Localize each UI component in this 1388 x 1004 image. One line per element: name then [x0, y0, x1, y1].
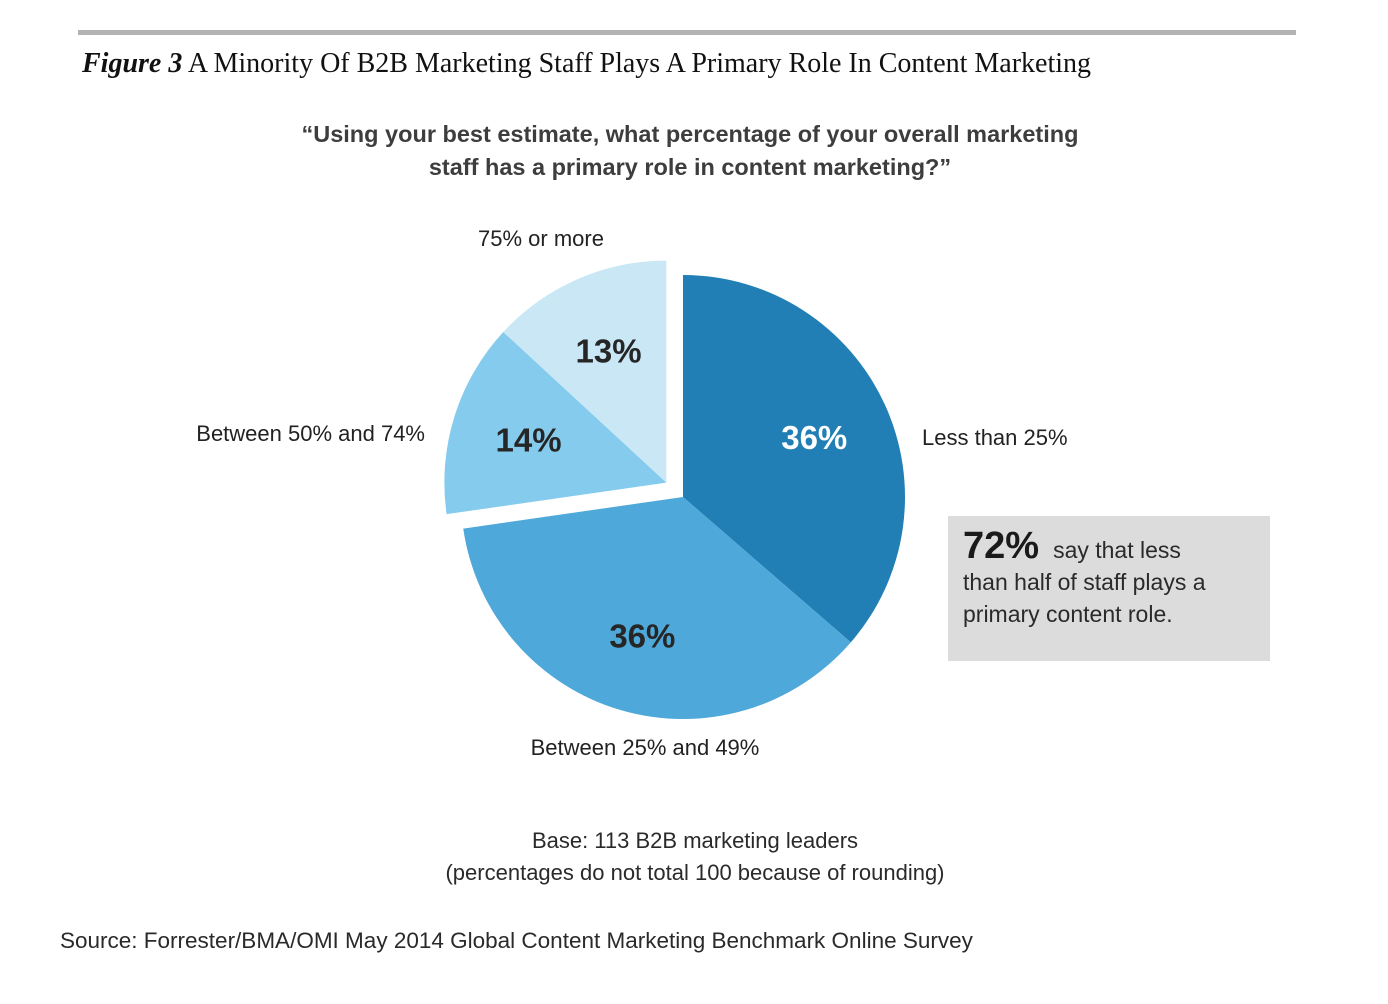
top-rule — [78, 30, 1296, 35]
figure-label: Figure 3 — [82, 48, 183, 79]
callout-box: 72% say that less than half of staff play… — [948, 516, 1270, 661]
figure-title: Figure 3 A Minority Of B2B Marketing Sta… — [82, 48, 1091, 80]
callout-line-1: say that less — [1053, 537, 1181, 563]
callout-line-3: primary content role. — [963, 601, 1173, 627]
callout-line-2: than half of staff plays a — [963, 569, 1206, 595]
value-label-75-or-more: 13% — [575, 332, 641, 369]
base-note: Base: 113 B2B marketing leaders (percent… — [300, 825, 1090, 889]
base-line-2: (percentages do not total 100 because of… — [445, 860, 945, 885]
pie-slice-between-50-and-74 — [444, 331, 667, 515]
value-label-between-25-and-49: 36% — [609, 617, 675, 654]
pie-slice-75-or-more — [503, 260, 667, 483]
value-label-between-50-and-74: 14% — [496, 422, 562, 459]
category-label-between-50-and-74: Between 50% and 74% — [196, 421, 425, 446]
question-line-1: “Using your best estimate, what percenta… — [301, 121, 1079, 147]
category-label-between-25-and-49: Between 25% and 49% — [531, 735, 760, 760]
source-note: Source: Forrester/BMA/OMI May 2014 Globa… — [60, 928, 973, 953]
pie-slice-between-25-and-49 — [463, 497, 851, 719]
survey-question: “Using your best estimate, what percenta… — [240, 118, 1140, 184]
category-label-less-than-25: Less than 25% — [922, 425, 1068, 450]
callout-big-number: 72% — [963, 525, 1040, 567]
figure-title-text: A Minority Of B2B Marketing Staff Plays … — [187, 48, 1092, 79]
category-label-75-or-more: 75% or more — [478, 226, 604, 251]
value-label-less-than-25: 36% — [781, 419, 847, 456]
base-line-1: Base: 113 B2B marketing leaders — [531, 828, 859, 853]
pie-slice-less-than-25 — [683, 275, 906, 643]
question-line-2: staff has a primary role in content mark… — [428, 154, 952, 180]
